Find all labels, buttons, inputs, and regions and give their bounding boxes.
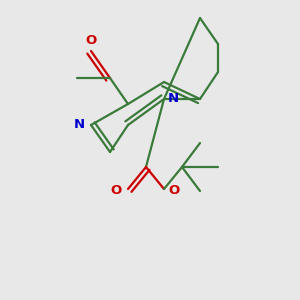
Text: N: N — [168, 92, 179, 106]
Text: O: O — [85, 34, 97, 47]
Text: O: O — [168, 184, 179, 197]
Text: N: N — [74, 118, 85, 131]
Text: O: O — [111, 184, 122, 197]
